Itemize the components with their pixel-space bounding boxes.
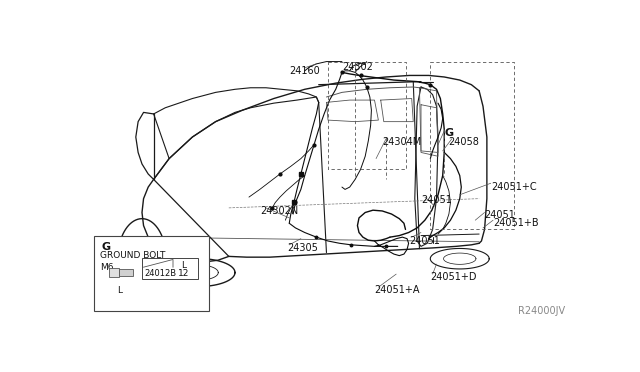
Text: 24051+D: 24051+D xyxy=(430,272,477,282)
Text: R24000JV: R24000JV xyxy=(518,307,565,317)
Bar xyxy=(109,268,119,277)
Text: 24058: 24058 xyxy=(448,137,479,147)
Text: 24160: 24160 xyxy=(289,66,320,76)
Text: 24305: 24305 xyxy=(288,243,319,253)
Text: G: G xyxy=(102,242,111,252)
Text: 24051: 24051 xyxy=(410,235,440,246)
Text: G: G xyxy=(444,128,453,138)
Text: 24051+C: 24051+C xyxy=(491,182,536,192)
Text: 24051+A: 24051+A xyxy=(374,285,420,295)
Text: 12: 12 xyxy=(179,269,190,279)
Text: 24304M: 24304M xyxy=(382,137,422,147)
Bar xyxy=(94,235,209,311)
Text: L: L xyxy=(180,261,186,270)
Text: L: L xyxy=(117,286,122,295)
Bar xyxy=(142,258,198,279)
Text: GROUND BOLT: GROUND BOLT xyxy=(100,251,166,260)
Text: 24302: 24302 xyxy=(342,62,373,71)
Text: 24051: 24051 xyxy=(421,195,452,205)
Bar xyxy=(119,269,132,276)
Text: 24302N: 24302N xyxy=(260,206,298,217)
Text: 24012B: 24012B xyxy=(145,269,177,279)
Text: M6: M6 xyxy=(100,263,114,272)
Text: 24051: 24051 xyxy=(484,210,515,220)
Text: 24051+B: 24051+B xyxy=(493,218,539,228)
